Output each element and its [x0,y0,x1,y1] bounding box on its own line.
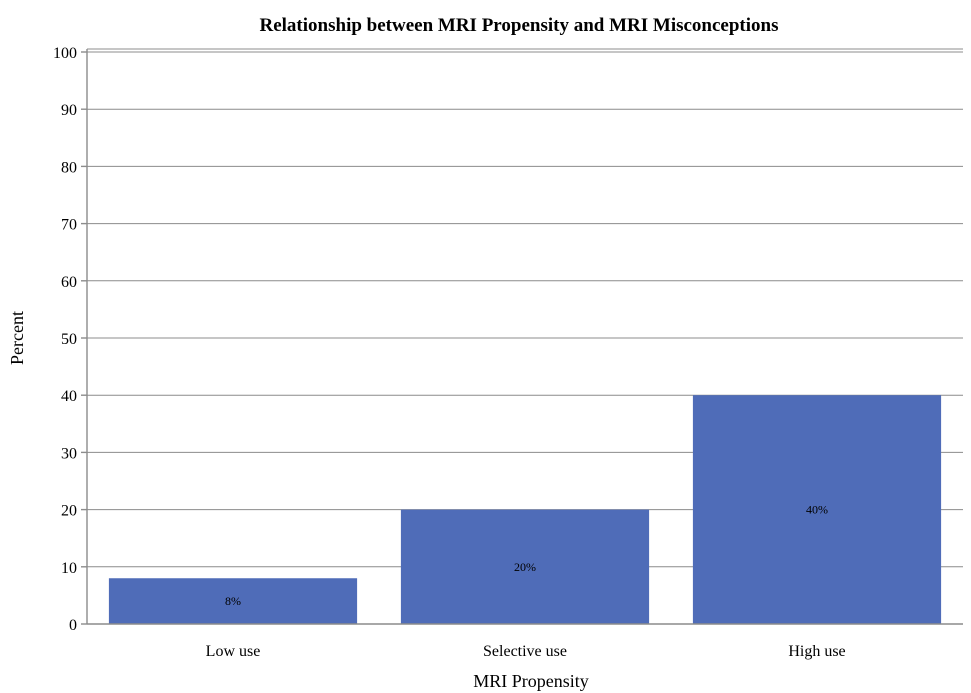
chart-title: Relationship between MRI Propensity and … [260,15,779,36]
y-axis-ticks: 0 10 20 30 40 50 60 70 80 90 100 [53,45,87,634]
y-tick-label: 30 [61,445,77,462]
y-tick-label: 70 [61,217,77,234]
x-tick-label: Low use [206,643,261,660]
data-labels: 8% 20% 40% [225,503,828,609]
x-tick-label: Selective use [483,643,567,660]
bar [108,578,358,624]
x-tick-label: High use [788,643,845,660]
bar-data-label: 20% [514,560,536,574]
bar-data-label: 40% [806,503,828,517]
bars [108,395,942,624]
y-tick-label: 100 [53,45,77,62]
y-tick-label: 10 [61,560,77,577]
y-axis-title: Percent [7,311,27,365]
x-axis-ticks: Low use Selective use High use [206,643,846,660]
x-axis-title: MRI Propensity [473,671,589,691]
y-tick-label: 80 [61,159,77,176]
y-tick-label: 40 [61,388,77,405]
bar-data-label: 8% [225,594,241,608]
y-tick-label: 90 [61,102,77,119]
bar [400,509,650,624]
y-tick-label: 20 [61,503,77,520]
bar [692,395,942,624]
y-tick-label: 60 [61,274,77,291]
y-tick-label: 0 [69,617,77,634]
y-tick-label: 50 [61,331,77,348]
gridlines [87,48,963,568]
